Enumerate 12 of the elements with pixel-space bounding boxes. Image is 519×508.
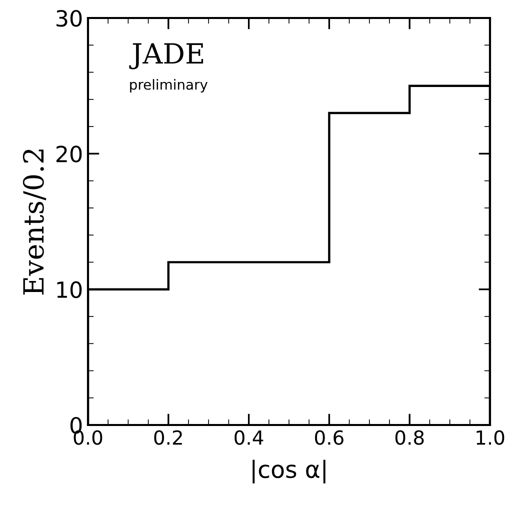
y-tick-label: 20 [56,146,82,162]
text: preliminary [130,79,208,92]
x-tick-label: 0.6 [315,430,344,445]
x-tick-label: 1.0 [476,430,504,445]
x-tick-label: 0.8 [395,430,424,445]
x-axis-title: |cos α| [252,460,326,484]
y-tick-label: 10 [57,281,82,298]
x-tick-label: 0.2 [154,430,182,445]
x-tick-label: 0.4 [234,430,264,445]
text: JADE [129,43,204,70]
y-tick-label: 30 [56,10,82,27]
y-axis-title: Events/0.2 [22,150,46,295]
